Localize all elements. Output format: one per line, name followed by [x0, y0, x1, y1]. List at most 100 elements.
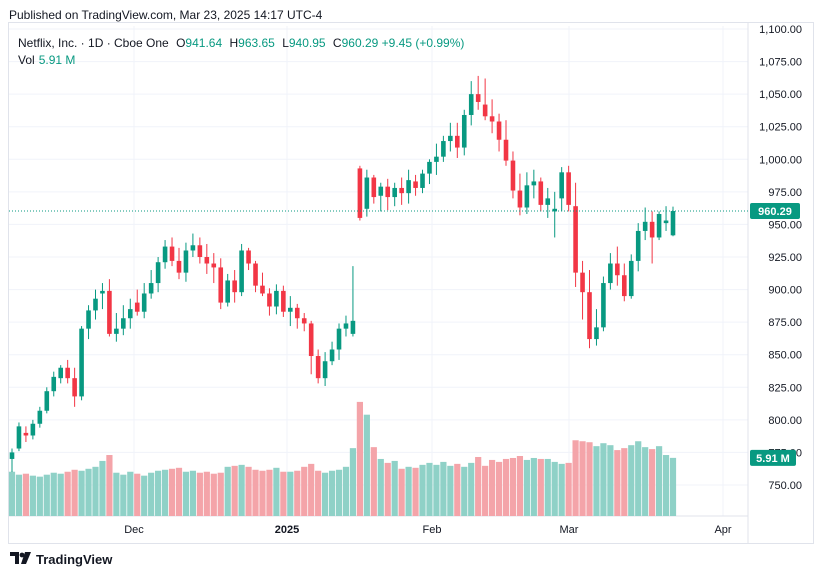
- candle-body: [329, 349, 335, 362]
- candle-body: [510, 160, 516, 191]
- time-tick-label: Feb: [423, 524, 442, 536]
- volume-bar: [148, 472, 155, 516]
- volume-bar: [15, 474, 23, 516]
- candle-body: [114, 328, 119, 334]
- volume-bar: [433, 464, 440, 516]
- open-value: 941.64: [185, 36, 223, 50]
- volume-bar: [621, 448, 628, 516]
- volume-bar: [106, 455, 113, 516]
- candle-body: [79, 328, 84, 397]
- candle-body: [594, 327, 599, 340]
- volume-bar: [301, 466, 308, 516]
- candle-body: [420, 173, 425, 188]
- volume-bar: [266, 469, 273, 516]
- volume-bar: [426, 462, 433, 516]
- candle-body: [608, 263, 613, 284]
- candle-body: [601, 283, 606, 328]
- volume-bar: [607, 445, 614, 516]
- candle-body: [58, 367, 64, 379]
- volume-bar: [287, 471, 294, 516]
- volume-badge-label: 5.91 M: [756, 453, 790, 465]
- candle-body: [566, 172, 571, 205]
- volume-bar: [57, 473, 64, 516]
- candle-body: [503, 139, 509, 161]
- volume-bar: [482, 465, 489, 516]
- candle-body: [197, 245, 203, 257]
- candle-body: [148, 283, 154, 294]
- volume-bar: [155, 470, 162, 516]
- volume-bar: [649, 449, 656, 516]
- volume-bar: [182, 471, 190, 516]
- volume-bar: [127, 471, 134, 516]
- candle-body: [308, 323, 314, 357]
- volume-bar: [85, 468, 92, 516]
- candle-body: [183, 250, 189, 273]
- candle-body: [301, 318, 307, 324]
- volume-bar: [377, 458, 384, 516]
- volume-bar: [349, 448, 357, 516]
- volume-label[interactable]: Vol: [18, 53, 35, 67]
- candle-body: [141, 293, 147, 312]
- footer-brand[interactable]: TradingView: [10, 552, 112, 567]
- volume-bar: [315, 470, 322, 516]
- candle-body: [350, 320, 356, 334]
- volume-bar: [454, 463, 461, 516]
- volume-bar: [238, 464, 245, 516]
- candle-body: [260, 285, 265, 294]
- price-tick-label: 875.00: [768, 317, 802, 329]
- volume-bar: [50, 472, 57, 516]
- change-value: +9.45 (+0.99%): [381, 36, 465, 50]
- volume-bar: [530, 457, 537, 516]
- candle-body: [496, 121, 502, 140]
- candle-body: [51, 376, 57, 392]
- price-tick-label: 1,100.00: [759, 24, 802, 36]
- candle-body: [169, 246, 175, 261]
- symbol-title[interactable]: Netflix, Inc. · 1D · Cboe One: [18, 36, 169, 50]
- volume-bar: [495, 461, 503, 516]
- candle-body: [274, 290, 279, 307]
- volume-bar: [203, 471, 210, 516]
- volume-bar: [189, 470, 197, 516]
- candle-body: [531, 181, 537, 186]
- volume-bar: [370, 447, 377, 516]
- candle-body: [16, 426, 22, 449]
- candle-body: [545, 198, 551, 205]
- volume-bar: [419, 464, 426, 516]
- close-key: C: [332, 36, 342, 50]
- volume-bar: [36, 476, 43, 516]
- candle-body: [72, 378, 77, 397]
- volume-bar: [558, 463, 565, 516]
- volume-bar: [29, 475, 36, 516]
- candle-body: [573, 206, 578, 273]
- volume-bar: [509, 457, 517, 516]
- volume-bar: [440, 461, 447, 516]
- price-tick-label: 975.00: [768, 187, 802, 199]
- tradingview-logo-icon: [10, 552, 32, 567]
- volume-bar: [614, 450, 621, 516]
- chart-frame[interactable]: [8, 22, 814, 544]
- volume-bar: [537, 458, 544, 516]
- volume-bar: [22, 473, 30, 516]
- volume-badge: [750, 449, 796, 466]
- volume-bar: [412, 467, 419, 516]
- volume-bar: [168, 468, 176, 516]
- price-tick-label: 1,050.00: [759, 89, 802, 101]
- last-price-label: 960.29: [758, 206, 792, 218]
- candle-body: [413, 181, 418, 188]
- volume-bar: [342, 466, 350, 516]
- candle-body: [587, 292, 592, 340]
- price-tick-label: 900.00: [768, 285, 802, 297]
- volume-bar: [120, 474, 127, 516]
- time-tick-label: 2025: [275, 524, 299, 536]
- candle-body: [281, 290, 286, 312]
- candle-body: [482, 104, 488, 117]
- chart-legend: Netflix, Inc. · 1D · Cboe One O941.64 H9…: [18, 35, 464, 69]
- volume-bar: [99, 460, 106, 516]
- close-value: 960.29: [341, 36, 379, 50]
- candle-body: [322, 361, 328, 379]
- volume-bar: [565, 462, 572, 516]
- volume-value: 5.91 M: [38, 53, 76, 67]
- volume-bar: [210, 473, 217, 516]
- low-key: L: [282, 36, 289, 50]
